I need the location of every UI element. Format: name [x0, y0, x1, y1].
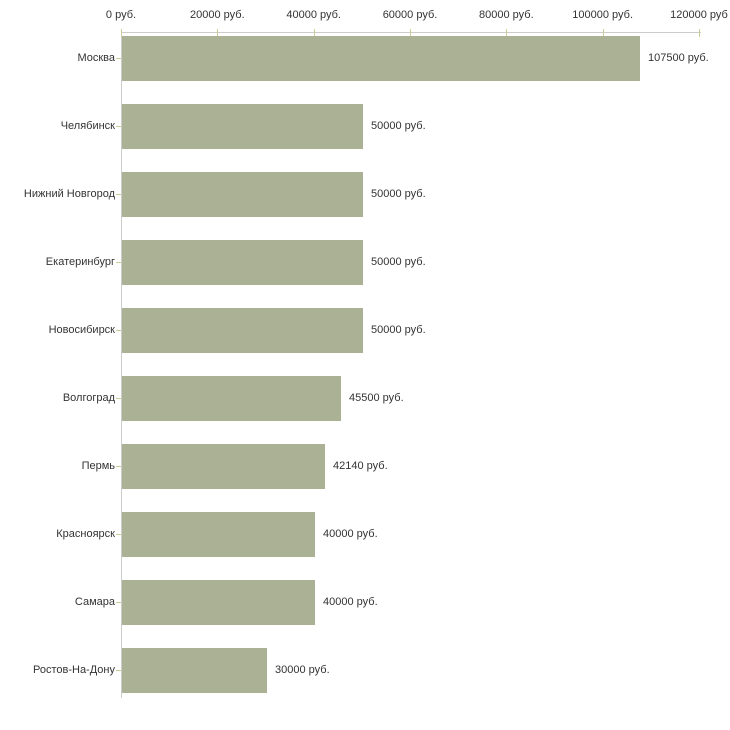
category-label: Волгоград	[62, 392, 115, 404]
bar	[122, 36, 640, 81]
y-axis-tick	[116, 126, 121, 127]
y-axis-tick	[116, 534, 121, 535]
x-axis-tick-label: 0 руб.	[105, 9, 137, 21]
y-axis-tick	[116, 262, 121, 263]
value-label: 50000 руб.	[371, 188, 426, 200]
value-label: 40000 руб.	[323, 528, 378, 540]
y-axis-line	[121, 32, 122, 698]
x-axis-tick	[121, 29, 122, 37]
bar	[122, 376, 341, 421]
category-label: Челябинск	[60, 120, 115, 132]
bar	[122, 648, 267, 693]
bar	[122, 240, 363, 285]
y-axis-tick	[116, 194, 121, 195]
bar	[122, 308, 363, 353]
bar	[122, 580, 315, 625]
y-axis-tick	[116, 466, 121, 467]
y-axis-tick	[116, 398, 121, 399]
x-axis-tick-label: 80000 руб.	[479, 9, 534, 21]
value-label: 50000 руб.	[371, 120, 426, 132]
x-axis-line	[121, 32, 701, 33]
value-label: 45500 руб.	[349, 392, 404, 404]
x-axis-tick	[313, 29, 315, 37]
bar	[122, 512, 315, 557]
category-label: Ростов-На-Дону	[32, 664, 115, 676]
y-axis-tick	[116, 670, 121, 671]
category-label: Пермь	[81, 460, 115, 472]
value-label: 40000 руб.	[323, 596, 378, 608]
value-label: 30000 руб.	[275, 664, 330, 676]
category-label: Нижний Новгород	[23, 188, 115, 200]
category-label: Екатеринбург	[45, 256, 115, 268]
x-axis-tick	[602, 29, 604, 37]
category-label: Красноярск	[56, 528, 115, 540]
x-axis-tick	[699, 29, 700, 37]
x-axis-tick-label: 120000 руб	[670, 9, 728, 21]
y-axis-tick	[116, 602, 121, 603]
x-axis-tick-label: 40000 руб.	[286, 9, 341, 21]
x-axis-tick-label: 100000 руб.	[572, 9, 634, 21]
bar	[122, 104, 363, 149]
category-label: Новосибирск	[48, 324, 115, 336]
x-axis-tick-label: 60000 руб.	[382, 9, 438, 21]
x-axis-tick	[410, 29, 411, 37]
value-label: 42140 руб.	[333, 460, 388, 472]
category-label: Москва	[77, 52, 115, 64]
y-axis-tick	[116, 58, 121, 59]
y-axis-tick	[116, 330, 121, 331]
value-label: 50000 руб.	[371, 324, 426, 336]
value-label: 50000 руб.	[371, 256, 426, 268]
bar	[122, 444, 325, 489]
bar	[122, 172, 363, 217]
x-axis-tick	[506, 29, 508, 37]
category-label: Самара	[74, 596, 115, 608]
value-label: 107500 руб.	[648, 52, 709, 64]
x-axis-tick	[217, 29, 219, 37]
x-axis-tick-label: 20000 руб.	[190, 9, 245, 21]
